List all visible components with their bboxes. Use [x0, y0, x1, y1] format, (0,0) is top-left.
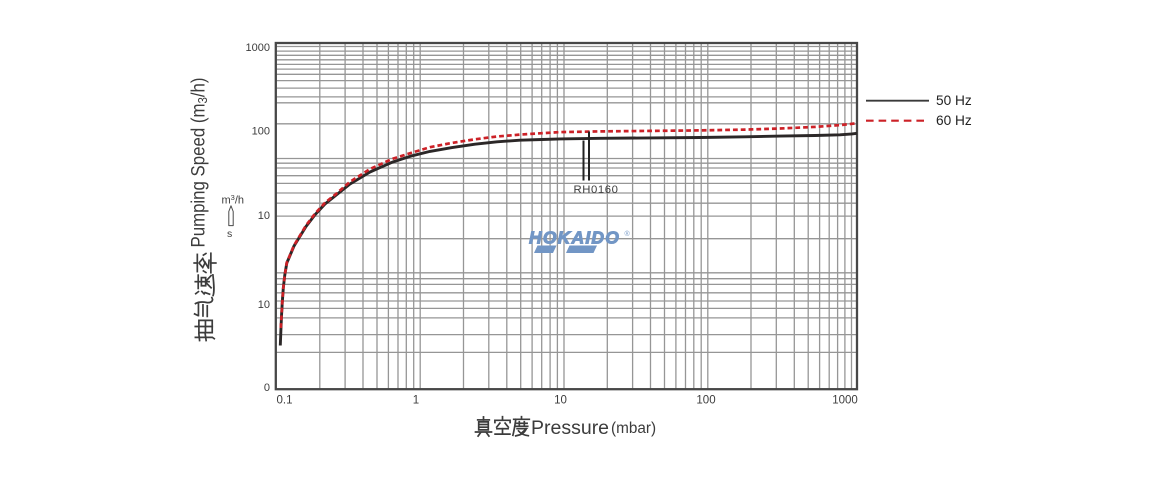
svg-text:s: s: [227, 228, 232, 240]
svg-text:Pressure: Pressure: [531, 417, 609, 439]
svg-text:10: 10: [554, 395, 567, 407]
svg-text:100: 100: [252, 126, 270, 138]
svg-text:Pumping Speed (m3/h): Pumping Speed (m3/h): [189, 78, 211, 248]
svg-text:10: 10: [258, 210, 270, 222]
svg-text:1000: 1000: [246, 42, 270, 54]
svg-text:HOKAIDO: HOKAIDO: [529, 228, 620, 248]
svg-text:m3/h: m3/h: [222, 193, 245, 207]
svg-text:0: 0: [264, 382, 270, 394]
svg-text:100: 100: [696, 395, 715, 407]
svg-text:1: 1: [413, 395, 419, 407]
svg-text:®: ®: [625, 230, 631, 238]
svg-text:(mbar): (mbar): [611, 420, 656, 437]
svg-text:RH0160: RH0160: [573, 184, 618, 196]
svg-text:0.1: 0.1: [277, 395, 293, 407]
svg-text:10: 10: [258, 299, 270, 311]
svg-text:50 Hz: 50 Hz: [936, 93, 972, 108]
svg-text:60 Hz: 60 Hz: [936, 113, 972, 128]
svg-text:1000: 1000: [832, 395, 858, 407]
